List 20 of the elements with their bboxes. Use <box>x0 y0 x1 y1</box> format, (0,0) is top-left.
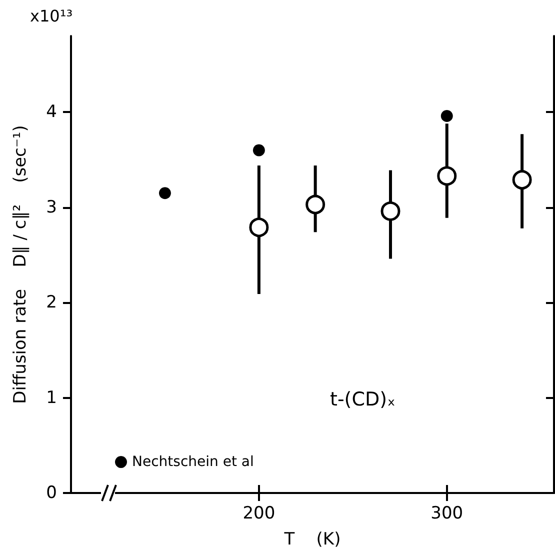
y-tick-label: 2 <box>46 292 57 313</box>
x-tick-label: 300 <box>430 504 464 524</box>
legend-label: Nechtschein et al <box>132 454 254 470</box>
point <box>158 187 171 200</box>
y-axis-title: Diffusion rate D∥ / c∥² (sec⁻¹) <box>10 125 30 404</box>
point <box>306 194 326 214</box>
x-tick-label: 200 <box>242 504 276 524</box>
point <box>440 110 453 122</box>
point <box>380 201 400 221</box>
y-tick-label: 0 <box>46 483 57 503</box>
point <box>437 166 457 186</box>
y-tick-label: 3 <box>46 197 57 218</box>
point <box>249 218 269 238</box>
point <box>252 144 265 156</box>
y-tick-label: 1 <box>46 388 57 408</box>
annotation: t-(CD)ₓ <box>330 388 396 410</box>
text: x10¹³ <box>30 6 73 26</box>
point <box>512 170 532 190</box>
x-axis-title: T (K) <box>283 530 341 550</box>
y-tick-label: 4 <box>46 102 57 122</box>
